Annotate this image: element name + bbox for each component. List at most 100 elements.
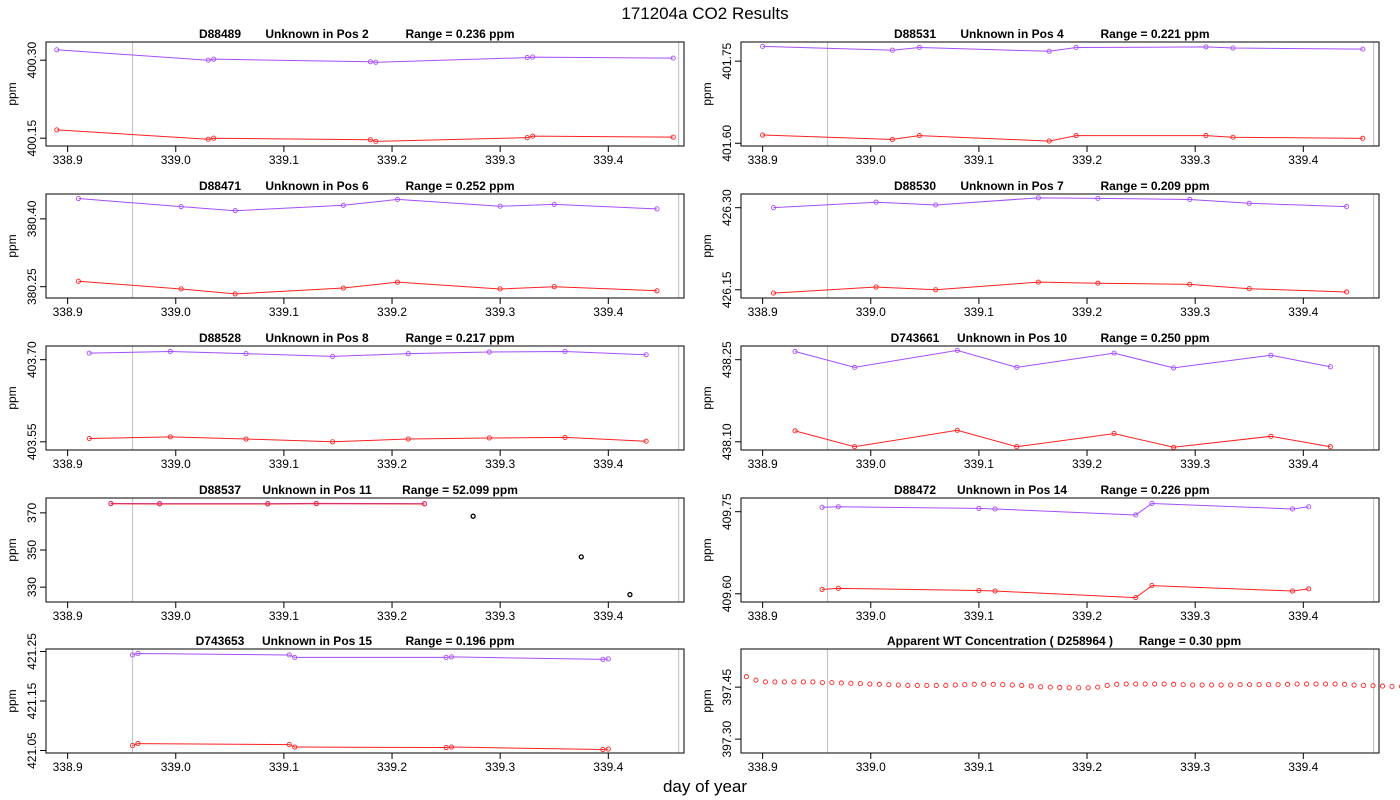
series-line xyxy=(822,502,1309,516)
data-point xyxy=(367,137,373,143)
y-axis-label: ppm xyxy=(5,386,19,409)
data-point xyxy=(1019,682,1025,688)
x-tick-label: 339.3 xyxy=(1180,305,1210,319)
data-point xyxy=(654,288,660,294)
data-point xyxy=(1111,350,1117,356)
data-point xyxy=(1190,682,1196,688)
data-point xyxy=(551,284,557,290)
y-tick-label: 426.30 xyxy=(720,189,734,226)
data-point xyxy=(605,746,611,752)
x-tick-label: 339.4 xyxy=(593,609,623,623)
series-WT xyxy=(743,674,1400,691)
panel-title-name: D743653 xyxy=(196,634,245,648)
panel-title-position: Unknown in Pos 14 xyxy=(957,483,1067,497)
data-point xyxy=(1170,365,1177,371)
data-point xyxy=(1047,684,1053,690)
y-tick-label: 421.25 xyxy=(25,633,39,670)
data-point xyxy=(1398,684,1400,689)
series-lower xyxy=(819,583,1312,601)
data-point xyxy=(873,199,879,205)
data-point xyxy=(1370,683,1376,689)
x-tick-label: 339.0 xyxy=(161,305,191,319)
data-point xyxy=(486,349,492,355)
x-tick-label: 339.4 xyxy=(1288,609,1318,623)
x-tick-label: 338.9 xyxy=(53,153,83,167)
data-point xyxy=(1199,682,1205,688)
data-point xyxy=(772,679,778,685)
data-point xyxy=(643,352,649,358)
x-tick-label: 338.9 xyxy=(53,305,83,319)
y-axis-label: ppm xyxy=(700,82,714,105)
x-tick-label: 338.9 xyxy=(53,457,83,471)
y-tick-label: 380.25 xyxy=(25,268,39,305)
data-point xyxy=(867,681,873,687)
series-line xyxy=(773,281,1347,294)
data-point xyxy=(990,681,996,687)
plot-frame xyxy=(740,193,1380,299)
panel-title-name: D88472 xyxy=(894,483,936,497)
series-lower xyxy=(792,427,1333,450)
panel-title-name: D88531 xyxy=(894,27,936,41)
series-lower xyxy=(760,132,1366,144)
data-point xyxy=(770,205,776,211)
series-line xyxy=(132,652,609,660)
panel-title-name: Apparent WT Concentration ( D258964 ) xyxy=(887,634,1113,648)
data-point xyxy=(86,350,92,356)
data-point xyxy=(600,746,606,753)
data-point xyxy=(330,439,336,445)
data-point xyxy=(810,679,816,685)
data-point xyxy=(1246,286,1252,292)
data-point xyxy=(1351,682,1357,688)
data-point xyxy=(1327,364,1333,370)
x-tick-label: 339.0 xyxy=(161,760,191,774)
data-point xyxy=(1230,45,1236,51)
y-axis-label: ppm xyxy=(5,82,19,105)
x-tick-label: 339.3 xyxy=(1180,153,1210,167)
data-point xyxy=(1066,685,1072,691)
data-point xyxy=(135,650,141,657)
data-point xyxy=(443,654,449,660)
data-point xyxy=(1038,684,1044,690)
data-point xyxy=(292,744,298,750)
plot-frame xyxy=(45,193,685,299)
x-tick-label: 338.9 xyxy=(748,760,778,774)
data-point xyxy=(1360,46,1366,52)
y-tick-label: 426.15 xyxy=(720,271,734,308)
data-point xyxy=(470,513,476,519)
x-tick-label: 338.9 xyxy=(748,609,778,623)
y-axis-label: ppm xyxy=(700,234,714,257)
data-point xyxy=(86,435,92,442)
x-tick-label: 339.2 xyxy=(377,153,407,167)
x-tick-label: 339.0 xyxy=(161,457,191,471)
y-tick-label: 370 xyxy=(25,503,39,523)
data-point xyxy=(421,501,428,507)
panel-title-range: Range = 0.236 ppm xyxy=(405,27,514,41)
data-point xyxy=(1266,682,1272,688)
x-tick-label: 338.9 xyxy=(53,760,83,774)
data-point xyxy=(791,679,797,685)
data-point xyxy=(551,201,557,207)
data-point xyxy=(992,588,998,594)
series-upper xyxy=(129,650,611,662)
panel-title-range: Range = 0.221 ppm xyxy=(1100,27,1209,41)
x-tick-label: 339.0 xyxy=(856,760,886,774)
y-tick-label: 401.60 xyxy=(720,125,734,162)
x-tick-label: 338.9 xyxy=(748,153,778,167)
data-point xyxy=(1046,48,1052,54)
series-line xyxy=(78,198,657,212)
data-point xyxy=(792,348,798,355)
series-line xyxy=(822,585,1309,599)
x-tick-label: 339.4 xyxy=(593,457,623,471)
data-point xyxy=(1230,134,1236,140)
series-line xyxy=(78,280,657,295)
panel-title-position: Unknown in Pos 8 xyxy=(265,331,369,345)
data-point xyxy=(889,47,895,53)
data-point xyxy=(1313,681,1319,687)
data-point xyxy=(1228,682,1234,688)
y-tick-label: 421.15 xyxy=(25,682,39,719)
y-tick-label: 438.10 xyxy=(720,423,734,460)
panel-title-range: Range = 0.196 ppm xyxy=(405,634,514,648)
data-point xyxy=(340,202,346,208)
data-point xyxy=(562,348,568,355)
